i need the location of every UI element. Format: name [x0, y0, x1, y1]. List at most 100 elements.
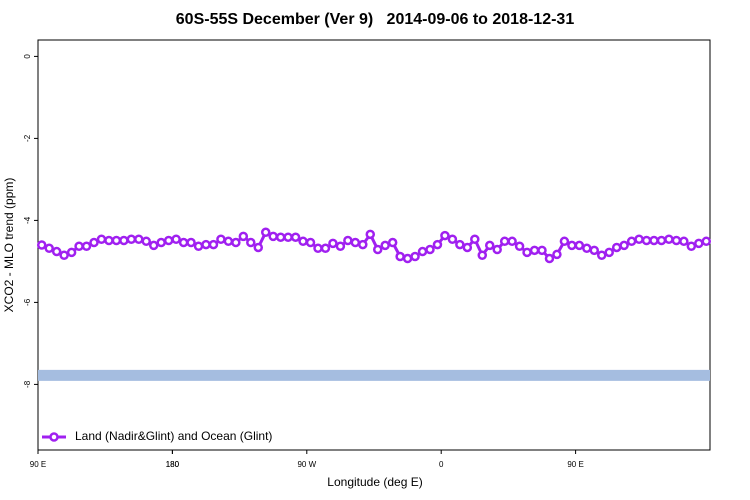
x-tick-label: 90 W [297, 460, 316, 469]
data-point [514, 241, 525, 251]
data-point [201, 239, 211, 250]
data-point [89, 237, 99, 248]
data-point [253, 242, 264, 253]
data-point [119, 235, 129, 246]
data-point [417, 246, 428, 257]
x-tick-label: 0 [439, 460, 444, 469]
data-point [358, 239, 368, 250]
data-point [395, 251, 405, 262]
data-point [656, 235, 667, 246]
data-point [81, 241, 92, 251]
data-point [156, 237, 166, 248]
data-point [499, 236, 510, 247]
data-point [410, 251, 420, 262]
data-point [589, 245, 600, 256]
data-point [44, 243, 54, 254]
data-point [664, 234, 674, 245]
data-point [111, 235, 122, 246]
y-tick-label: -4 [23, 216, 32, 224]
data-point [694, 238, 704, 249]
data-point [216, 234, 226, 245]
data-point [260, 227, 271, 238]
data-point [402, 253, 413, 264]
data-point [59, 250, 69, 260]
data-point [641, 235, 652, 246]
x-axis-label: Longitude (deg E) [327, 475, 422, 489]
data-point [440, 230, 450, 241]
data-point [582, 243, 592, 254]
data-point [574, 240, 585, 251]
chart-title: 60S-55S December (Ver 9) 2014-09-06 to 2… [176, 11, 575, 28]
data-point [604, 247, 614, 258]
data-point [634, 234, 644, 245]
legend-label: Land (Nadir&Glint) and Ocean (Glint) [75, 429, 272, 443]
data-point [701, 236, 712, 247]
data-point [387, 237, 398, 248]
data-point [163, 235, 174, 246]
data-point [470, 234, 480, 245]
legend-marker [49, 432, 59, 442]
data-point [619, 240, 629, 251]
data-point [51, 246, 62, 257]
y-tick-label: 0 [23, 54, 32, 59]
x-tick-label: 90 E [567, 460, 583, 469]
data-point [484, 240, 495, 251]
data-point [74, 241, 84, 251]
data-point [462, 242, 473, 253]
data-point [313, 243, 323, 254]
data-point [365, 229, 376, 240]
data-point [186, 237, 196, 248]
x-tick-label: 180 [166, 460, 180, 469]
data-point [275, 232, 286, 242]
data-point [507, 236, 517, 247]
data-point [171, 234, 181, 245]
data-point [447, 234, 458, 245]
data-point [320, 243, 331, 254]
data-point [328, 238, 338, 249]
data-point [305, 237, 316, 248]
y-tick-label: -6 [23, 298, 32, 306]
data-point [380, 240, 390, 251]
data-point [335, 241, 346, 251]
data-point [522, 247, 532, 258]
data-point [148, 240, 159, 251]
data-point [298, 236, 308, 247]
data-point [141, 236, 152, 247]
data-point [268, 231, 278, 242]
data-point [343, 235, 353, 246]
data-point [178, 237, 189, 248]
data-point [596, 250, 607, 260]
data-point [134, 234, 144, 245]
data-point [529, 245, 540, 256]
y-axis-label: XCO2 - MLO trend (ppm) [2, 178, 16, 313]
data-point [686, 241, 697, 251]
data-point [193, 241, 204, 251]
data-point [626, 236, 637, 247]
data-point [126, 234, 137, 245]
data-point [567, 240, 577, 251]
data-point [372, 244, 383, 255]
data-point [290, 232, 301, 242]
data-point [492, 244, 502, 255]
data-point [611, 242, 622, 253]
data-point [223, 236, 234, 247]
data-point [208, 239, 219, 250]
x-tick-label: 90 E [30, 460, 46, 469]
data-point [66, 247, 77, 258]
data-point [671, 235, 682, 246]
data-point [104, 235, 114, 246]
data-point [679, 236, 689, 247]
data-point [283, 232, 293, 242]
data-point [238, 231, 249, 242]
data-point [544, 253, 555, 264]
data-point [350, 237, 361, 248]
data-point [455, 239, 465, 250]
y-tick-label: -8 [23, 380, 32, 388]
data-point [537, 245, 547, 256]
data-point [425, 244, 435, 255]
data-point [36, 240, 47, 250]
data-point [649, 235, 659, 246]
data-point [559, 236, 570, 247]
data-point [432, 239, 443, 250]
